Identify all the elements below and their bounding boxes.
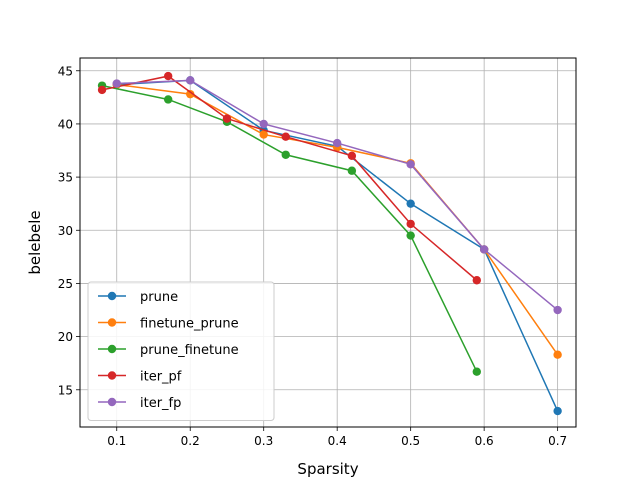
series-prune-finetune <box>97 81 481 376</box>
y-tick-label: 15 <box>58 383 73 397</box>
data-point <box>553 350 562 359</box>
series-iter-pf <box>97 71 481 285</box>
legend-label: finetune_prune <box>140 317 239 332</box>
data-point <box>281 132 290 141</box>
legend-item: prune_finetune <box>98 343 239 358</box>
data-point <box>406 231 415 240</box>
y-tick-label: 45 <box>58 64 73 78</box>
x-tick-label: 0.1 <box>107 434 126 448</box>
legend-marker <box>107 397 117 407</box>
data-point <box>186 76 195 85</box>
data-point <box>281 150 290 159</box>
legend-label: iter_pf <box>140 370 182 385</box>
data-point <box>472 367 481 376</box>
y-axis-label: belebele <box>26 210 44 274</box>
legend-marker <box>107 371 117 380</box>
y-tick-label: 25 <box>58 277 73 291</box>
data-point <box>347 166 357 175</box>
legend: prune finetune_prune prune_finetune iter_pf… <box>87 281 275 421</box>
grid <box>80 58 576 427</box>
data-point <box>332 138 342 148</box>
legend-item: iter_fp <box>98 396 181 411</box>
y-tick-label: 40 <box>58 117 73 131</box>
x-tick-label: 0.4 <box>328 434 347 448</box>
data-point <box>163 71 173 81</box>
x-tick-label: 0.2 <box>181 434 200 448</box>
legend-marker <box>107 344 117 354</box>
legend-marker <box>107 318 117 327</box>
data-point <box>553 305 562 315</box>
data-point <box>112 79 121 88</box>
legend-item: prune <box>98 290 178 305</box>
legend-label: prune <box>140 290 178 305</box>
data-point <box>259 130 268 139</box>
x-tick-label: 0.6 <box>475 434 494 448</box>
legend-item: iter_pf <box>98 370 182 385</box>
legend-label: prune_finetune <box>140 343 239 358</box>
x-axis-ticks: 0.1 0.2 0.3 0.4 0.5 0.6 0.7 <box>107 427 567 448</box>
data-point <box>406 219 415 229</box>
legend-label: iter_fp <box>140 396 181 411</box>
y-tick-label: 35 <box>58 171 73 185</box>
series-layer <box>97 71 562 416</box>
data-point <box>553 406 562 416</box>
data-point <box>186 89 195 99</box>
series-iter-fp <box>112 76 562 315</box>
y-tick-label: 20 <box>58 330 73 344</box>
data-point <box>406 199 415 208</box>
x-axis-label: Sparsity <box>297 460 358 478</box>
data-point <box>163 95 173 104</box>
y-tick-label: 30 <box>58 224 73 238</box>
data-point <box>479 245 489 254</box>
y-axis-ticks: 15 20 25 30 35 40 45 <box>58 64 80 397</box>
data-point <box>406 160 415 169</box>
legend-item: finetune_prune <box>98 317 239 332</box>
data-point <box>259 119 268 129</box>
legend-marker <box>107 291 117 301</box>
data-point <box>347 151 357 161</box>
legend-box <box>87 281 275 421</box>
data-point <box>97 85 107 95</box>
x-tick-label: 0.5 <box>401 434 420 448</box>
series-line <box>101 75 478 281</box>
data-point <box>472 276 481 285</box>
x-tick-label: 0.3 <box>254 434 273 448</box>
x-tick-label: 0.7 <box>548 434 567 448</box>
data-point <box>222 114 232 123</box>
plot-frame <box>79 57 577 428</box>
